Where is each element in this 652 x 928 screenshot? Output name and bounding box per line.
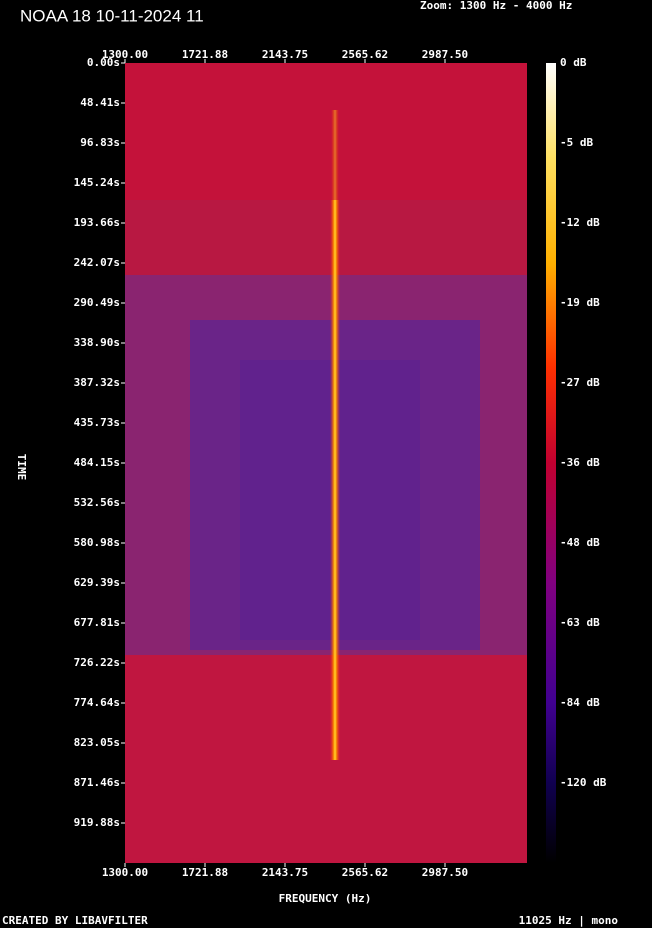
- x-tick-label: 2565.62: [342, 866, 388, 879]
- y-tick-label: 629.39s: [74, 576, 120, 589]
- y-tick-label: 96.83s: [80, 136, 120, 149]
- y-tick-label: 871.46s: [74, 776, 120, 789]
- y-tick-label: 532.56s: [74, 496, 120, 509]
- colorbar-label: -5 dB: [560, 136, 593, 149]
- x-tick-label: 2143.75: [262, 48, 308, 61]
- chart-title: NOAA 18 10-11-2024 11: [20, 6, 204, 25]
- colorbar-label: -48 dB: [560, 536, 600, 549]
- y-tick-label: 387.32s: [74, 376, 120, 389]
- footer-left: CREATED BY LIBAVFILTER: [2, 914, 148, 927]
- y-tick-label: 193.66s: [74, 216, 120, 229]
- colorbar: [546, 63, 556, 863]
- y-tick-label: 145.24s: [74, 176, 120, 189]
- y-tick-label: 338.90s: [74, 336, 120, 349]
- colorbar-label: -84 dB: [560, 696, 600, 709]
- y-tick-label: 48.41s: [80, 96, 120, 109]
- y-tick-label: 823.05s: [74, 736, 120, 749]
- colorbar-label: -63 dB: [560, 616, 600, 629]
- x-tick-label: 1300.00: [102, 48, 148, 61]
- x-tick-label: 1300.00: [102, 866, 148, 879]
- x-tick-label: 1721.88: [182, 866, 228, 879]
- footer-right: 11025 Hz | mono: [519, 914, 619, 927]
- colorbar-label: -120 dB: [560, 776, 607, 789]
- spectrogram: [125, 63, 527, 863]
- x-tick-label: 2987.50: [422, 48, 468, 61]
- y-tick-label: 242.07s: [74, 256, 120, 269]
- x-tick-label: 2987.50: [422, 866, 468, 879]
- y-tick-label: 484.15s: [74, 456, 120, 469]
- y-tick-label: 580.98s: [74, 536, 120, 549]
- y-tick-label: 435.73s: [74, 416, 120, 429]
- zoom-label: Zoom: 1300 Hz - 4000 Hz: [420, 0, 572, 12]
- x-tick-label: 2143.75: [262, 866, 308, 879]
- colorbar-label: -27 dB: [560, 376, 600, 389]
- y-axis-label: TIME: [15, 454, 28, 481]
- colorbar-label: 0 dB: [560, 56, 587, 69]
- x-tick-label: 1721.88: [182, 48, 228, 61]
- y-tick-label: 919.88s: [74, 816, 120, 829]
- colorbar-label: -19 dB: [560, 296, 600, 309]
- y-tick-label: 677.81s: [74, 616, 120, 629]
- x-tick-label: 2565.62: [342, 48, 388, 61]
- colorbar-label: -36 dB: [560, 456, 600, 469]
- y-tick-label: 774.64s: [74, 696, 120, 709]
- y-tick-label: 290.49s: [74, 296, 120, 309]
- x-axis-label: FREQUENCY (Hz): [279, 892, 372, 905]
- colorbar-label: -12 dB: [560, 216, 600, 229]
- y-tick-label: 0.00s: [87, 56, 120, 69]
- y-tick-label: 726.22s: [74, 656, 120, 669]
